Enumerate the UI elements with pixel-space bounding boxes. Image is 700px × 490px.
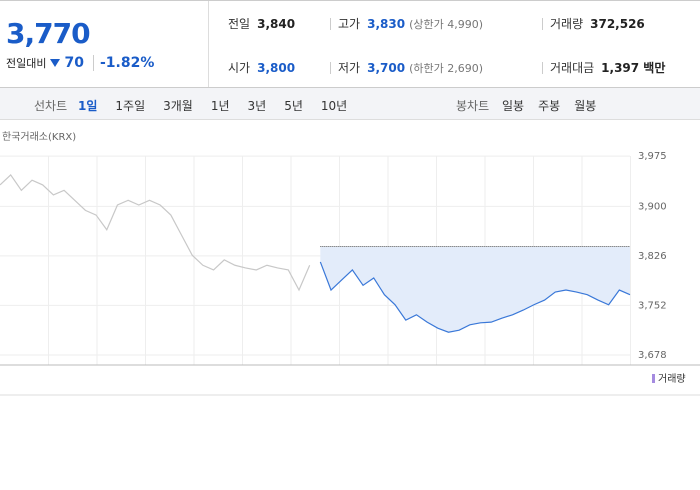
separator bbox=[330, 18, 331, 30]
y-tick-label: 3,975 bbox=[638, 151, 667, 162]
tab[interactable]: 주봉 bbox=[538, 99, 561, 113]
source: 한국거래소(KRX) bbox=[2, 131, 76, 143]
stat-label: 고가 bbox=[338, 17, 361, 31]
tab[interactable]: 5년 bbox=[284, 99, 303, 113]
tab-group-label: 선차트 bbox=[34, 99, 68, 113]
y-tick-label: 3,900 bbox=[638, 201, 667, 212]
price-line bbox=[319, 261, 631, 333]
change: 전일대비 70 -1.82% bbox=[6, 55, 154, 71]
stat: 저가 3,700 (하한가 2,690) bbox=[338, 59, 483, 76]
stat-label: 시가 bbox=[228, 61, 251, 75]
tab[interactable]: 1일 bbox=[78, 99, 98, 113]
separator bbox=[330, 62, 331, 74]
stat-label: 거래량 bbox=[550, 17, 584, 31]
tab[interactable]: 일봉 bbox=[502, 99, 525, 113]
price-line bbox=[0, 173, 311, 292]
tab[interactable]: 3년 bbox=[247, 99, 267, 113]
tab[interactable]: 1년 bbox=[210, 99, 230, 113]
tab[interactable]: 월봉 bbox=[574, 99, 597, 113]
stat-value: 3,830 bbox=[367, 16, 406, 31]
separator bbox=[542, 18, 543, 30]
area bbox=[320, 246, 630, 333]
stat-value: 3,700 bbox=[367, 60, 406, 75]
change-pct: -1.82% bbox=[92, 55, 154, 71]
tab-group-label: 봉차트 bbox=[456, 99, 490, 113]
stat-value: 3,840 bbox=[257, 16, 296, 31]
stat-value: 3,800 bbox=[257, 60, 296, 75]
change-label: 전일대비 bbox=[6, 57, 47, 70]
y-tick-label: 3,752 bbox=[638, 300, 667, 311]
stat-label: 저가 bbox=[338, 61, 361, 75]
legend-swatch bbox=[652, 374, 655, 383]
price: 3,770 bbox=[6, 17, 91, 50]
y-tick-label: 3,826 bbox=[638, 251, 667, 262]
tab[interactable]: 3개월 bbox=[163, 99, 193, 113]
change-value: 70 bbox=[64, 55, 84, 71]
stat-value: 1,397 백만 bbox=[601, 61, 666, 75]
stat-label: 거래대금 bbox=[550, 61, 595, 75]
period-tabs: 선차트 1일 1주일 3개월 1년 3년 5년 10년 봉차트 일봉 주봉 월봉 bbox=[0, 88, 700, 120]
stat: 고가 3,830 (상한가 4,990) bbox=[338, 15, 483, 32]
volume-legend: 거래량 bbox=[658, 373, 686, 385]
y-tick-label: 3,678 bbox=[638, 350, 667, 361]
price-box: 3,770 전일대비 70 -1.82% bbox=[0, 1, 209, 87]
chart: 한국거래소(KRX) 거래량 3,678 3,752 3,826 3,900 3,975 bbox=[0, 131, 700, 396]
stat: 전일 3,840 bbox=[228, 15, 295, 32]
tab[interactable]: 1주일 bbox=[115, 99, 146, 113]
stat-label: 전일 bbox=[228, 17, 251, 31]
stat: 거래량 372,526 bbox=[550, 15, 645, 32]
stat-value: 372,526 bbox=[590, 16, 645, 31]
stat: 거래대금 1,397 백만 bbox=[550, 59, 665, 76]
stat-note: (하한가 2,690) bbox=[409, 61, 483, 75]
separator bbox=[542, 62, 543, 74]
quote-header: 3,770 전일대비 70 -1.82% 전일 3,840 고가 3,830 (상한가 … bbox=[0, 0, 700, 88]
stat: 시가 3,800 bbox=[228, 59, 295, 76]
tab[interactable]: 10년 bbox=[320, 99, 348, 113]
stat-note: (상한가 4,990) bbox=[409, 17, 483, 31]
down-arrow bbox=[50, 59, 61, 67]
